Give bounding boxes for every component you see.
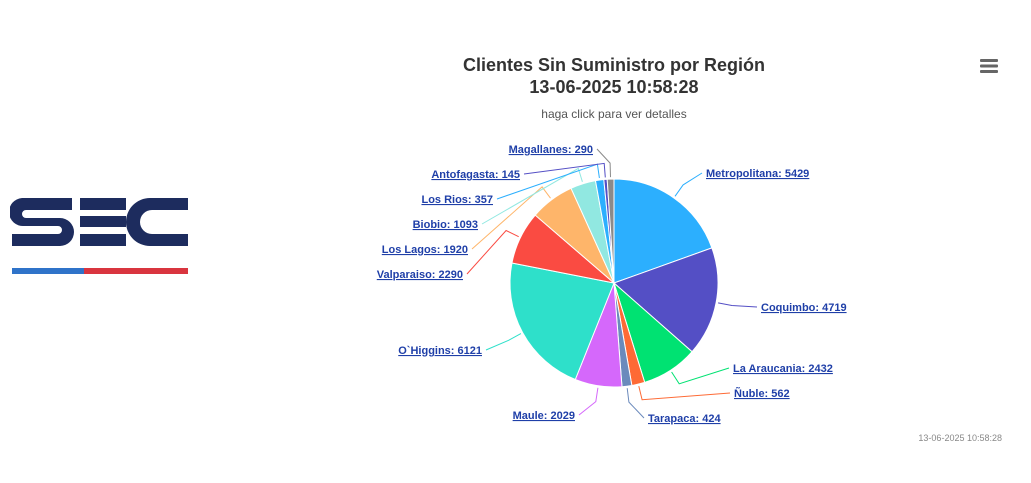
pie-slice-o-higgins[interactable] (509, 262, 615, 381)
connector-magallanes (596, 148, 611, 178)
slice-label-magallanes[interactable]: Magallanes: 290 (509, 144, 593, 156)
connector-maule (578, 387, 599, 416)
logo-bar-red (84, 268, 188, 274)
connector-uble (638, 385, 731, 401)
slice-label-antofagasta[interactable]: Antofagasta: 145 (431, 169, 520, 181)
chart-title: Clientes Sin Suministro por Región (463, 55, 765, 75)
slice-label-los-rios[interactable]: Los Rios: 357 (421, 194, 493, 206)
connector-o-higgins (485, 333, 522, 351)
slice-label-maule[interactable]: Maule: 2029 (513, 410, 575, 422)
connector-metropolitana (674, 172, 703, 197)
logo-bar-blue (12, 268, 84, 274)
pie-slice-coquimbo[interactable] (613, 247, 719, 353)
slice-label-valparaiso[interactable]: Valparaiso: 2290 (377, 269, 463, 281)
slice-label-los-lagos[interactable]: Los Lagos: 1920 (382, 244, 468, 256)
hamburger-menu-icon (980, 59, 998, 73)
connector-coquimbo (718, 302, 758, 308)
slice-label-coquimbo[interactable]: Coquimbo: 4719 (761, 302, 847, 314)
sec-logo (10, 198, 188, 274)
pie-slices (509, 178, 719, 388)
pie-slice-magallanes[interactable] (606, 178, 615, 284)
chart-menu-button[interactable] (976, 54, 1002, 78)
slice-label-biobio[interactable]: Biobio: 1093 (413, 219, 478, 231)
label-connectors (466, 148, 758, 419)
slice-label-tarapaca[interactable]: Tarapaca: 424 (648, 413, 721, 425)
connector-biobio (481, 167, 583, 225)
slice-label-la-araucania[interactable]: La Araucania: 2432 (733, 363, 833, 375)
connector-la-araucania (671, 367, 730, 385)
slice-label-uble[interactable]: Ñuble: 562 (734, 387, 790, 400)
connector-antofagasta (523, 162, 606, 178)
logo-letter-e-bottom (80, 234, 126, 246)
slice-labels: Metropolitana: 5429 Coquimbo: 4719 La Arau… (377, 144, 847, 425)
chart-title-datetime: 13-06-2025 10:58:28 (529, 77, 698, 97)
footer-timestamp: 13-06-2025 10:58:28 (918, 433, 1002, 443)
connector-los-lagos (471, 186, 551, 250)
pie-slice-metropolitana[interactable] (613, 178, 713, 284)
connector-tarapaca (626, 388, 645, 419)
logo-letter-e-top (80, 198, 126, 210)
logo-letter-c (126, 198, 188, 246)
slice-label-metropolitana[interactable]: Metropolitana: 5429 (706, 168, 809, 180)
logo-letter-e-mid (80, 216, 126, 227)
logo-letter-s (10, 198, 74, 246)
slice-label-o-higgins[interactable]: O`Higgins: 6121 (398, 345, 482, 357)
connector-valparaiso (466, 229, 519, 275)
chart-subtitle: haga click para ver detalles (541, 107, 686, 121)
